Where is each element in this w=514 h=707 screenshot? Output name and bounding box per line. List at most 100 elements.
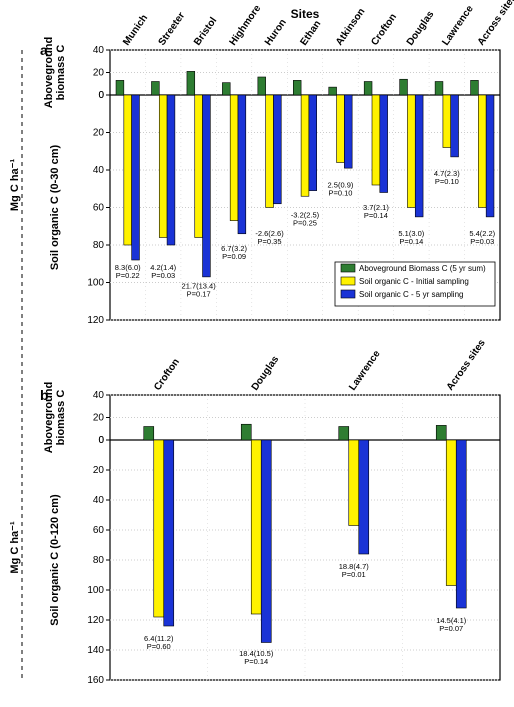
ytick-label: 80 [93, 555, 105, 566]
ytick-label: 120 [87, 315, 104, 326]
annotation-p: P=0.14 [399, 237, 423, 246]
bar-soc-5yr [415, 95, 423, 217]
ytick-label: 120 [87, 615, 104, 626]
ytick-label: 60 [93, 203, 105, 214]
ytick-label: 160 [87, 675, 104, 686]
bar-biomass [151, 82, 159, 96]
annotation-p: P=0.60 [147, 642, 171, 651]
ytick-label: 40 [93, 390, 105, 401]
site-label: Atkinson [334, 6, 368, 47]
bar-biomass [329, 87, 337, 95]
site-label: Huron [263, 17, 289, 47]
bar-soc-initial [372, 95, 380, 185]
unit-label-group: Mg C ha⁻¹ [9, 159, 21, 212]
ytick-label: 40 [93, 45, 105, 56]
bar-soc-initial [230, 95, 238, 221]
bar-biomass [471, 80, 479, 95]
bar-soc-initial [266, 95, 274, 208]
legend-label: Aboveground Biomass C (5 yr sum) [359, 264, 486, 273]
bar-soc-5yr [164, 440, 174, 626]
bar-soc-5yr [344, 95, 352, 168]
bar-soc-initial [349, 440, 359, 526]
bar-biomass [339, 427, 349, 441]
ytick-label: 20 [93, 465, 105, 476]
bar-soc-initial [446, 440, 456, 586]
ytick-label: 20 [93, 68, 105, 79]
bar-soc-5yr [261, 440, 271, 643]
legend-label: Soil organic C - Initial sampling [359, 277, 469, 286]
bar-soc-5yr [238, 95, 246, 234]
site-label: Across sites [445, 337, 488, 392]
bar-soc-initial [407, 95, 415, 208]
site-label: Douglas [250, 354, 282, 393]
bar-soc-initial [159, 95, 167, 238]
bar-soc-5yr [380, 95, 388, 193]
bar-soc-initial [478, 95, 486, 208]
svg-text:Mg C ha⁻¹: Mg C ha⁻¹ [9, 521, 21, 574]
ytick-label: 140 [87, 645, 104, 656]
ytick-label: 100 [87, 585, 104, 596]
bar-biomass [241, 424, 251, 440]
site-label: Crofton [369, 12, 399, 48]
y-lower-title: Soil organic C (0-30 cm) [49, 145, 61, 271]
bar-biomass [116, 80, 124, 95]
annotation-p: P=0.14 [364, 211, 388, 220]
bar-soc-5yr [309, 95, 317, 191]
bar-soc-initial [154, 440, 164, 617]
ytick-label: 20 [93, 413, 105, 424]
annotation-p: P=0.17 [187, 290, 211, 299]
site-label: Ethan [298, 19, 323, 48]
annotation-p: P=0.03 [151, 271, 175, 280]
ytick-label: 0 [98, 435, 104, 446]
bar-soc-initial [124, 95, 132, 245]
annotation-p: P=0.22 [116, 271, 140, 280]
bar-biomass [400, 79, 408, 95]
annotation-p: P=0.14 [244, 657, 268, 666]
site-label: Lawrence [440, 3, 476, 47]
bar-soc-5yr [456, 440, 466, 608]
y-upper-title: biomass C [55, 45, 67, 101]
site-label: Crofton [152, 357, 182, 393]
ytick-label: 80 [93, 240, 105, 251]
y-lower-title: Soil organic C (0-120 cm) [49, 494, 61, 626]
ytick-label: 100 [87, 278, 104, 289]
annotation-p: P=0.01 [342, 570, 366, 579]
bar-soc-5yr [359, 440, 369, 554]
bar-biomass [293, 80, 301, 95]
ytick-label: 20 [93, 128, 105, 139]
ytick-label: 40 [93, 495, 105, 506]
bar-soc-initial [251, 440, 261, 614]
bar-soc-initial [337, 95, 345, 163]
site-label: Douglas [405, 9, 437, 48]
svg-text:Mg C ha⁻¹: Mg C ha⁻¹ [9, 159, 21, 212]
bar-soc-initial [443, 95, 451, 148]
bar-soc-5yr [486, 95, 494, 217]
site-label: Lawrence [347, 348, 383, 392]
bar-soc-initial [195, 95, 203, 238]
bar-soc-5yr [132, 95, 140, 260]
legend-label: Soil organic C - 5 yr sampling [359, 290, 463, 299]
chart-svg: SitesMg C ha⁻¹Mg C ha⁻¹02040020406080100… [0, 0, 514, 707]
site-label: Across sites [476, 0, 514, 48]
panel-label: b [40, 387, 49, 403]
bar-soc-5yr [451, 95, 459, 157]
bar-soc-5yr [203, 95, 211, 277]
bar-biomass [364, 82, 372, 96]
bar-biomass [435, 82, 443, 96]
bar-biomass [222, 83, 230, 95]
annotation-p: P=0.10 [328, 188, 352, 197]
bar-biomass [436, 425, 446, 440]
panel-label: a [40, 42, 48, 58]
site-label: Bristol [192, 15, 219, 47]
annotation-p: P=0.25 [293, 218, 317, 227]
site-label: Highmore [228, 3, 264, 48]
bar-soc-5yr [273, 95, 281, 204]
legend-swatch [341, 264, 355, 272]
bar-biomass [144, 427, 154, 441]
annotation-p: P=0.10 [435, 177, 459, 186]
bar-biomass [258, 77, 266, 95]
bar-soc-initial [301, 95, 309, 196]
legend-swatch [341, 290, 355, 298]
bar-biomass [187, 71, 195, 95]
site-label: Munich [121, 13, 150, 48]
